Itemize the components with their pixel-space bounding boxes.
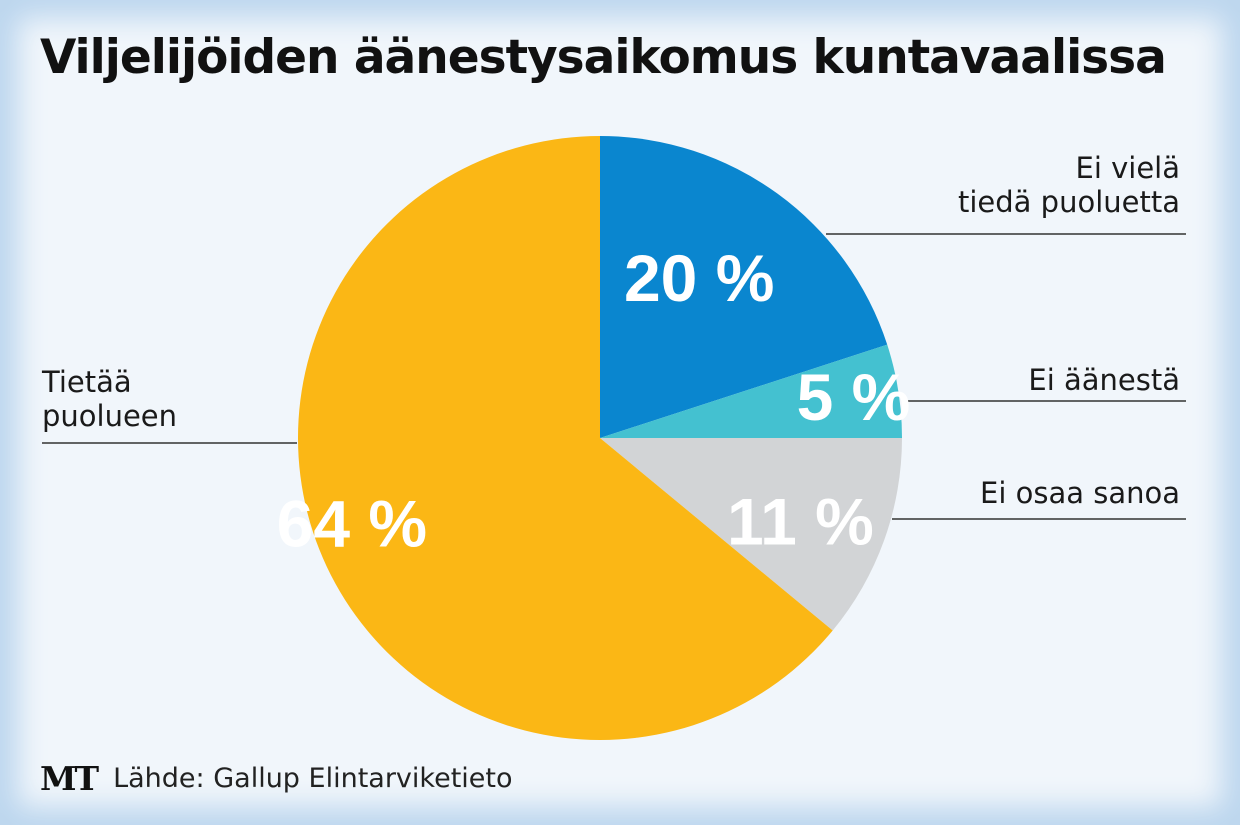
slice-value-label-1: 5 % xyxy=(797,360,911,434)
pie-slice-3 xyxy=(297,135,833,740)
slice-category-label-3: Tietää puolueen xyxy=(41,365,177,433)
slice-category-label-1: Ei äänestä xyxy=(1028,363,1180,397)
slice-category-label-2: Ei osaa sanoa xyxy=(980,476,1180,510)
slice-value-label-3: 64 % xyxy=(277,486,427,560)
slice-category-label-0: Ei vielä tiedä puoluetta xyxy=(958,151,1180,219)
footer: MT Lähde: Gallup Elintarviketieto xyxy=(40,758,513,798)
pie-slice-0 xyxy=(600,136,888,438)
mt-logo: MT xyxy=(40,758,99,798)
pie-slice-2 xyxy=(600,438,902,631)
pie-slice-1 xyxy=(600,344,902,438)
slice-value-label-0: 20 % xyxy=(624,241,774,315)
chart-title: Viljelijöiden äänestysaikomus kuntavaali… xyxy=(40,30,1167,85)
source-note: Lähde: Gallup Elintarviketieto xyxy=(113,762,513,794)
slice-value-label-2: 11 % xyxy=(727,484,874,558)
